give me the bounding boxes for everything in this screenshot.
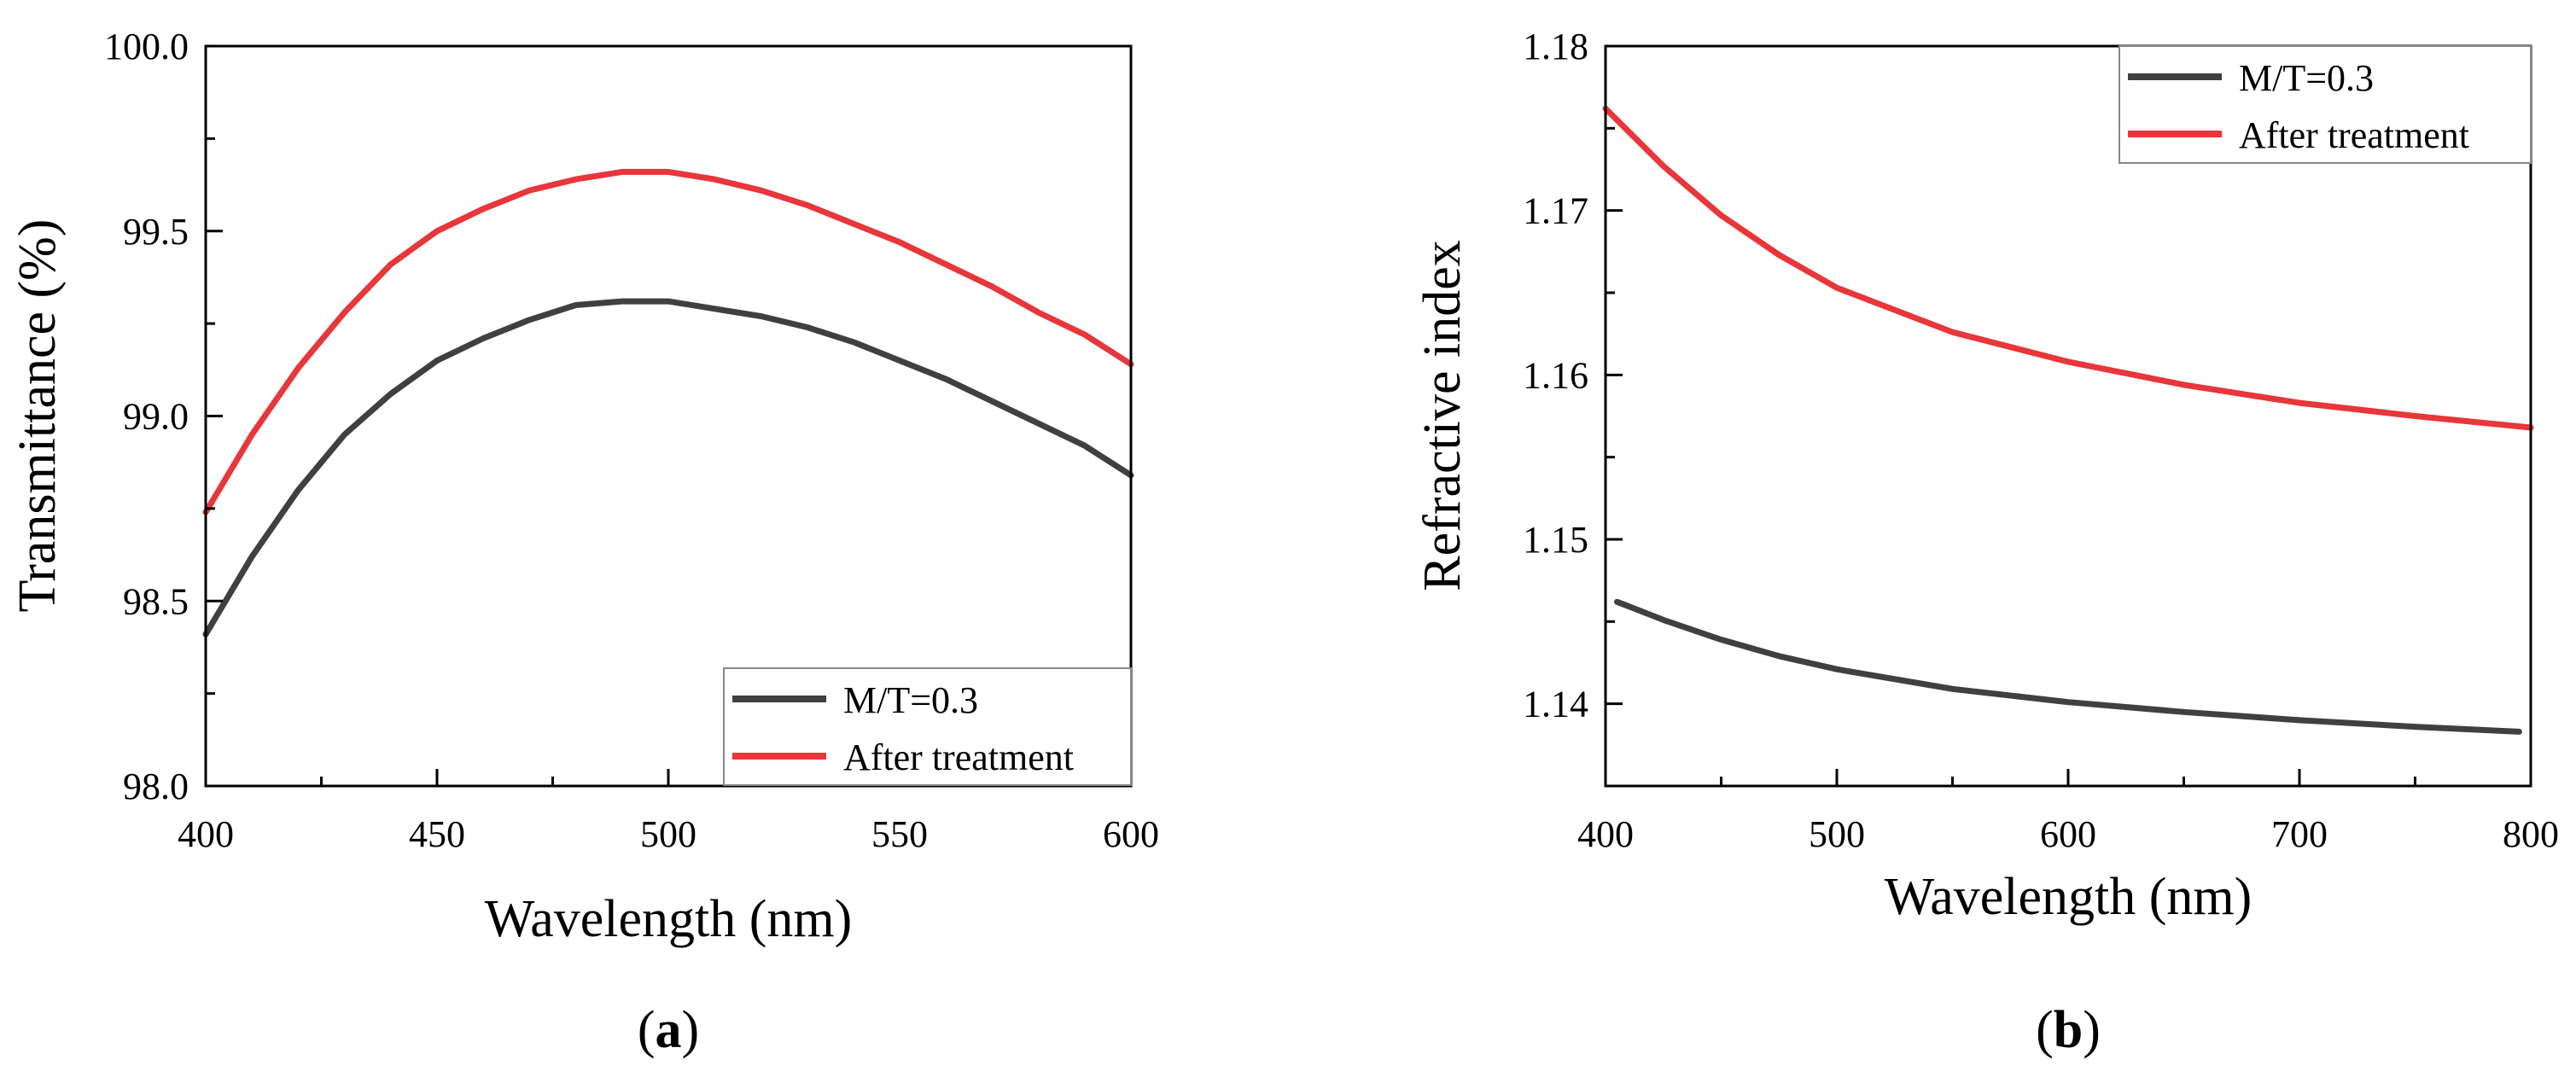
legend-label-mt-a: M/T=0.3 xyxy=(843,679,978,721)
y-tick-label: 98.5 xyxy=(123,580,189,622)
x-tick-label: 600 xyxy=(1103,813,1159,855)
y-tick-label: 99.0 xyxy=(123,396,189,438)
x-tick-label: 500 xyxy=(640,813,696,855)
y-tick-labels-b: 1.14 1.15 1.16 1.17 1.18 xyxy=(1523,26,1588,725)
x-axis-title-a: Wavelength (nm) xyxy=(485,890,853,948)
panel-label-a: (a) xyxy=(638,1001,699,1059)
axis-ticks-b xyxy=(1604,44,2532,788)
x-tick-label: 550 xyxy=(871,813,928,855)
legend-box-a xyxy=(723,667,1132,786)
y-axis-title-b: Refractive index xyxy=(1413,240,1472,591)
x-tick-label: 450 xyxy=(409,813,465,855)
x-axis-title-b: Wavelength (nm) xyxy=(1885,868,2253,926)
panel-letter-b: b xyxy=(2054,1001,2083,1059)
series-line-after-treatment xyxy=(202,168,1134,515)
series-line-after-treatment xyxy=(1602,105,2534,431)
y-tick-label: 1.18 xyxy=(1523,26,1588,67)
chart-panel-a: 400 450 500 550 600 98.0 98.5 99.0 99.5 … xyxy=(9,26,1159,1059)
plot-series-b xyxy=(1602,105,2534,735)
legend-box-b xyxy=(2118,45,2532,164)
chart-panel-b: 400 500 600 700 800 1.14 1.15 1.16 1.17 … xyxy=(1413,26,2559,1059)
x-tick-label: 700 xyxy=(2271,813,2328,855)
y-tick-label: 1.17 xyxy=(1523,190,1588,232)
y-tick-label: 98.0 xyxy=(123,766,189,807)
x-tick-labels-b: 400 500 600 700 800 xyxy=(1577,813,2559,855)
y-tick-label: 100.0 xyxy=(104,26,189,67)
y-tick-labels-a: 98.0 98.5 99.0 99.5 100.0 xyxy=(104,26,189,807)
legend-a: M/T=0.3 After treatment xyxy=(723,667,1132,786)
x-tick-label: 400 xyxy=(1577,813,1634,855)
x-tick-label: 500 xyxy=(1809,813,1865,855)
series-line-mt xyxy=(1614,598,2522,735)
y-tick-label: 1.16 xyxy=(1523,354,1588,396)
x-tick-labels-a: 400 450 500 550 600 xyxy=(178,813,1159,855)
y-tick-label: 99.5 xyxy=(123,211,189,253)
x-tick-label: 400 xyxy=(178,813,234,855)
legend-label-after-a: After treatment xyxy=(843,736,1074,778)
panel-letter-a: a xyxy=(656,1001,682,1059)
series-line-mt xyxy=(202,298,1134,637)
panel-label-b: (b) xyxy=(2036,1001,2101,1059)
x-tick-label: 600 xyxy=(2040,813,2096,855)
plot-series-a xyxy=(202,168,1134,637)
legend-label-after-b: After treatment xyxy=(2239,114,2469,156)
legend-b: M/T=0.3 After treatment xyxy=(2118,45,2532,164)
legend-label-mt-b: M/T=0.3 xyxy=(2239,57,2374,99)
y-axis-title-a: Transmittance (%) xyxy=(9,219,67,613)
y-tick-label: 1.15 xyxy=(1523,519,1588,561)
x-tick-label: 800 xyxy=(2503,813,2559,855)
y-tick-label: 1.14 xyxy=(1523,684,1588,725)
